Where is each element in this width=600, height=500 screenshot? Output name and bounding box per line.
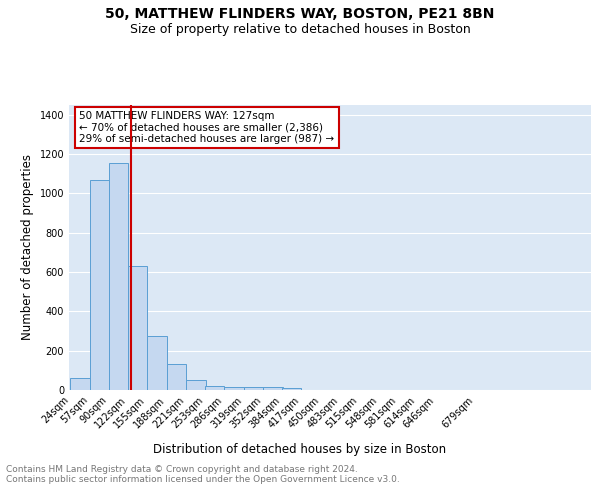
Bar — [205, 386, 224, 390]
Bar — [263, 387, 283, 390]
Bar — [186, 380, 206, 390]
Bar — [224, 387, 244, 390]
Text: Contains HM Land Registry data © Crown copyright and database right 2024.
Contai: Contains HM Land Registry data © Crown c… — [6, 465, 400, 484]
Text: Distribution of detached houses by size in Boston: Distribution of detached houses by size … — [154, 442, 446, 456]
Bar — [109, 163, 128, 390]
Text: 50, MATTHEW FLINDERS WAY, BOSTON, PE21 8BN: 50, MATTHEW FLINDERS WAY, BOSTON, PE21 8… — [106, 8, 494, 22]
Bar — [167, 364, 186, 390]
Y-axis label: Number of detached properties: Number of detached properties — [21, 154, 34, 340]
Bar — [282, 388, 301, 390]
Text: Size of property relative to detached houses in Boston: Size of property relative to detached ho… — [130, 22, 470, 36]
Bar — [89, 180, 109, 390]
Bar — [70, 378, 89, 390]
Bar — [147, 336, 167, 390]
Bar — [244, 387, 263, 390]
Text: 50 MATTHEW FLINDERS WAY: 127sqm
← 70% of detached houses are smaller (2,386)
29%: 50 MATTHEW FLINDERS WAY: 127sqm ← 70% of… — [79, 110, 335, 144]
Bar — [128, 266, 147, 390]
